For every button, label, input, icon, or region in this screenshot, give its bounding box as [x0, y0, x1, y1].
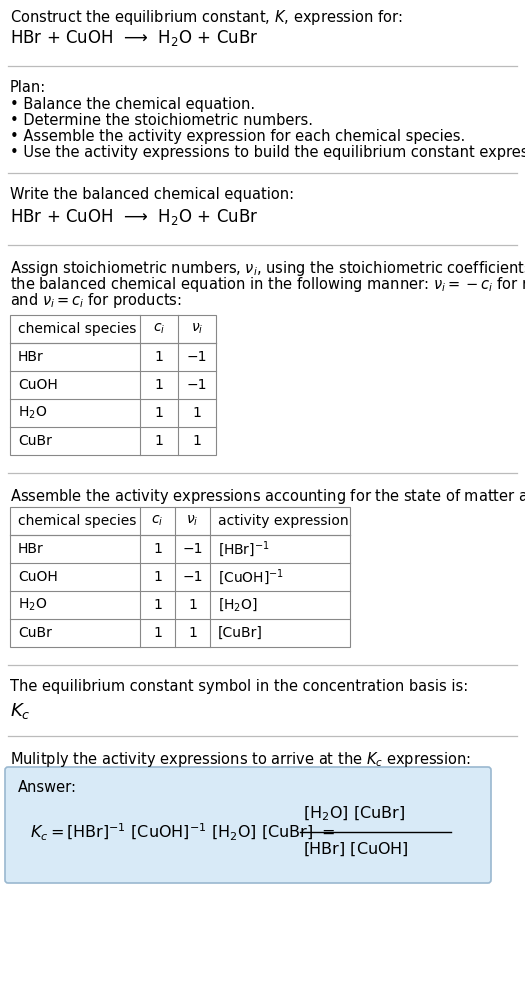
Text: CuOH: CuOH	[18, 570, 58, 584]
Text: Plan:: Plan:	[10, 80, 46, 95]
Text: chemical species: chemical species	[18, 514, 136, 528]
Bar	[10, 507, 350, 647]
Text: • Determine the stoichiometric numbers.: • Determine the stoichiometric numbers.	[10, 113, 313, 128]
Text: 1: 1	[154, 350, 163, 364]
Text: [CuOH]$^{-1}$: [CuOH]$^{-1}$	[218, 567, 284, 587]
Text: HBr + CuOH  ⟶  H$_2$O + CuBr: HBr + CuOH ⟶ H$_2$O + CuBr	[10, 207, 258, 227]
Text: CuBr: CuBr	[18, 434, 52, 448]
Text: Answer:: Answer:	[18, 780, 77, 795]
Text: [HBr]$^{-1}$: [HBr]$^{-1}$	[218, 539, 270, 559]
Text: −1: −1	[182, 542, 203, 556]
Text: $\nu_i$: $\nu_i$	[186, 514, 198, 528]
Text: chemical species: chemical species	[18, 322, 136, 336]
Text: [CuBr]: [CuBr]	[218, 626, 263, 640]
Text: −1: −1	[187, 378, 207, 392]
Text: Assemble the activity expressions accounting for the state of matter and $\nu_i$: Assemble the activity expressions accoun…	[10, 487, 525, 506]
Text: 1: 1	[153, 570, 162, 584]
Text: H$_2$O: H$_2$O	[18, 597, 47, 613]
Text: 1: 1	[193, 406, 202, 420]
Text: −1: −1	[187, 350, 207, 364]
Text: CuOH: CuOH	[18, 378, 58, 392]
Text: H$_2$O: H$_2$O	[18, 405, 47, 421]
Text: Construct the equilibrium constant, $K$, expression for:: Construct the equilibrium constant, $K$,…	[10, 8, 403, 27]
Text: and $\nu_i = c_i$ for products:: and $\nu_i = c_i$ for products:	[10, 291, 182, 310]
Text: HBr: HBr	[18, 542, 44, 556]
Text: 1: 1	[154, 434, 163, 448]
Text: $K_c = \mathrm{[HBr]^{-1}\ [CuOH]^{-1}\ [H_2O]\ [CuBr]}\ =$: $K_c = \mathrm{[HBr]^{-1}\ [CuOH]^{-1}\ …	[30, 821, 335, 843]
Text: 1: 1	[154, 406, 163, 420]
Text: Write the balanced chemical equation:: Write the balanced chemical equation:	[10, 187, 294, 202]
Text: HBr + CuOH  ⟶  H$_2$O + CuBr: HBr + CuOH ⟶ H$_2$O + CuBr	[10, 28, 258, 48]
Text: $c_i$: $c_i$	[151, 514, 164, 528]
Text: • Assemble the activity expression for each chemical species.: • Assemble the activity expression for e…	[10, 129, 465, 144]
Text: Mulitply the activity expressions to arrive at the $K_c$ expression:: Mulitply the activity expressions to arr…	[10, 750, 471, 769]
Text: CuBr: CuBr	[18, 626, 52, 640]
Text: The equilibrium constant symbol in the concentration basis is:: The equilibrium constant symbol in the c…	[10, 679, 468, 694]
Text: $c_i$: $c_i$	[153, 321, 165, 336]
Text: 1: 1	[188, 598, 197, 612]
Text: 1: 1	[193, 434, 202, 448]
Text: 1: 1	[154, 378, 163, 392]
Text: • Use the activity expressions to build the equilibrium constant expression.: • Use the activity expressions to build …	[10, 145, 525, 160]
Text: activity expression: activity expression	[218, 514, 349, 528]
Text: [H$_2$O]: [H$_2$O]	[218, 597, 257, 613]
Text: $\mathrm{[H_2O]\ [CuBr]}$: $\mathrm{[H_2O]\ [CuBr]}$	[303, 805, 405, 823]
Text: 1: 1	[153, 598, 162, 612]
Text: 1: 1	[153, 626, 162, 640]
Bar	[10, 315, 216, 455]
Text: HBr: HBr	[18, 350, 44, 364]
Text: 1: 1	[188, 626, 197, 640]
Text: 1: 1	[153, 542, 162, 556]
Text: $\mathrm{[HBr]\ [CuOH]}$: $\mathrm{[HBr]\ [CuOH]}$	[303, 841, 409, 859]
Text: • Balance the chemical equation.: • Balance the chemical equation.	[10, 97, 255, 112]
Text: $\nu_i$: $\nu_i$	[191, 321, 203, 336]
FancyBboxPatch shape	[5, 767, 491, 883]
Text: $K_c$: $K_c$	[10, 701, 30, 721]
Text: Assign stoichiometric numbers, $\nu_i$, using the stoichiometric coefficients, $: Assign stoichiometric numbers, $\nu_i$, …	[10, 259, 525, 278]
Text: the balanced chemical equation in the following manner: $\nu_i = -c_i$ for react: the balanced chemical equation in the fo…	[10, 275, 525, 294]
Text: −1: −1	[182, 570, 203, 584]
